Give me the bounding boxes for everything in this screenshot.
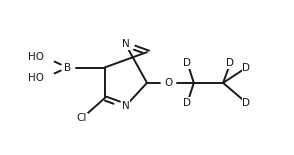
Text: D: D — [243, 98, 250, 108]
Text: O: O — [164, 78, 173, 88]
Text: D: D — [243, 62, 250, 73]
Text: HO: HO — [28, 73, 44, 83]
Text: N: N — [122, 40, 130, 49]
Text: D: D — [226, 58, 234, 68]
Text: D: D — [183, 98, 191, 108]
Text: Cl: Cl — [77, 113, 87, 123]
Text: B: B — [64, 62, 71, 73]
Text: D: D — [183, 58, 191, 68]
Text: N: N — [122, 101, 130, 111]
Text: HO: HO — [28, 52, 44, 62]
